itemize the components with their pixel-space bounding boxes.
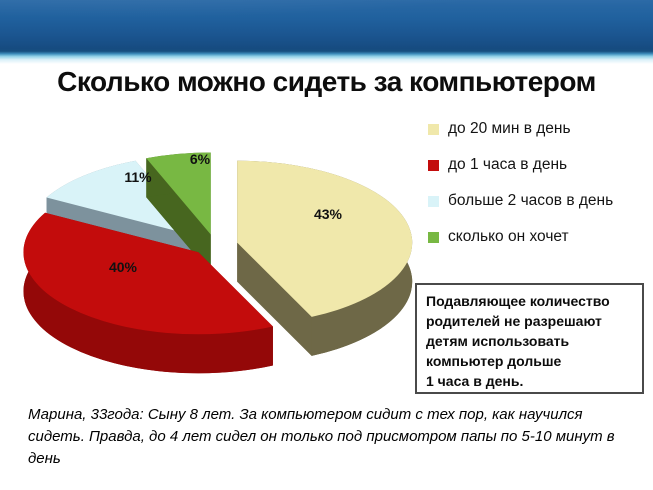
legend-label: больше 2 часов в день — [448, 192, 614, 209]
legend-label: до 20 мин в день — [448, 120, 571, 137]
pie-slice-0 — [237, 160, 413, 356]
quote-text: Марина, 33года: Сыну 8 лет. За компьютер… — [28, 406, 615, 467]
chart-legend: до 20 мин в день до 1 часа в день больше 2… — [428, 120, 614, 267]
page-title: Сколько можно сидеть за компьютером — [57, 66, 596, 97]
pie-data-label: 6% — [190, 151, 211, 167]
pie-data-label: 43% — [314, 206, 343, 222]
pie-chart: 43% 40% 11% 6% — [23, 151, 413, 374]
legend-swatch — [428, 195, 439, 207]
pie-data-label: 11% — [124, 169, 152, 185]
top-banner — [0, 0, 653, 64]
legend-item: больше 2 часов в день — [428, 192, 614, 209]
callout-box: Подавляющее количество родителей не разр… — [415, 283, 644, 394]
pie-slice-1 — [23, 212, 273, 374]
legend-item: сколько он хочет — [428, 228, 613, 245]
legend-label: сколько он хочет — [448, 228, 569, 245]
legend-swatch — [428, 123, 439, 135]
legend-swatch — [428, 231, 439, 243]
legend-label: до 1 часа в день — [448, 156, 568, 173]
pie-data-label: 40% — [109, 259, 138, 275]
legend-item: до 1 часа в день — [428, 156, 613, 173]
legend-swatch — [428, 159, 439, 171]
legend-item: до 20 мин в день — [428, 120, 613, 137]
